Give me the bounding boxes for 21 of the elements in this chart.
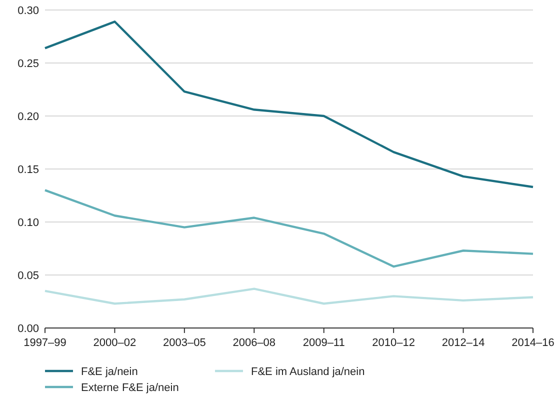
legend-label: F&E im Ausland ja/nein bbox=[251, 366, 365, 378]
y-tick-label: 0.05 bbox=[18, 270, 39, 282]
y-tick-label: 0.10 bbox=[18, 216, 39, 229]
y-tick-label: 0.15 bbox=[18, 164, 39, 176]
x-tick-label: 2009–11 bbox=[302, 337, 345, 349]
x-tick-label: 2014–16 bbox=[512, 337, 554, 349]
y-tick-label: 0.25 bbox=[18, 58, 39, 70]
legend-label: Externe F&E ja/nein bbox=[81, 382, 179, 394]
x-tick-label: 2003–05 bbox=[163, 337, 206, 349]
x-tick-label: 2010–12 bbox=[372, 337, 415, 349]
legend-label: F&E ja/nein bbox=[81, 366, 138, 378]
x-tick-label: 1997–99 bbox=[24, 337, 66, 349]
line-series bbox=[44, 288, 534, 305]
y-tick-label: 0.00 bbox=[18, 322, 39, 335]
x-tick-label: 2012–14 bbox=[442, 337, 485, 349]
x-tick-label: 2000–02 bbox=[93, 337, 136, 349]
y-tick-label: 0.20 bbox=[18, 110, 39, 123]
x-tick-label: 2006–08 bbox=[232, 337, 276, 349]
y-tick-label: 0.30 bbox=[18, 4, 39, 17]
line-series bbox=[44, 20, 534, 188]
line-series bbox=[44, 189, 534, 268]
